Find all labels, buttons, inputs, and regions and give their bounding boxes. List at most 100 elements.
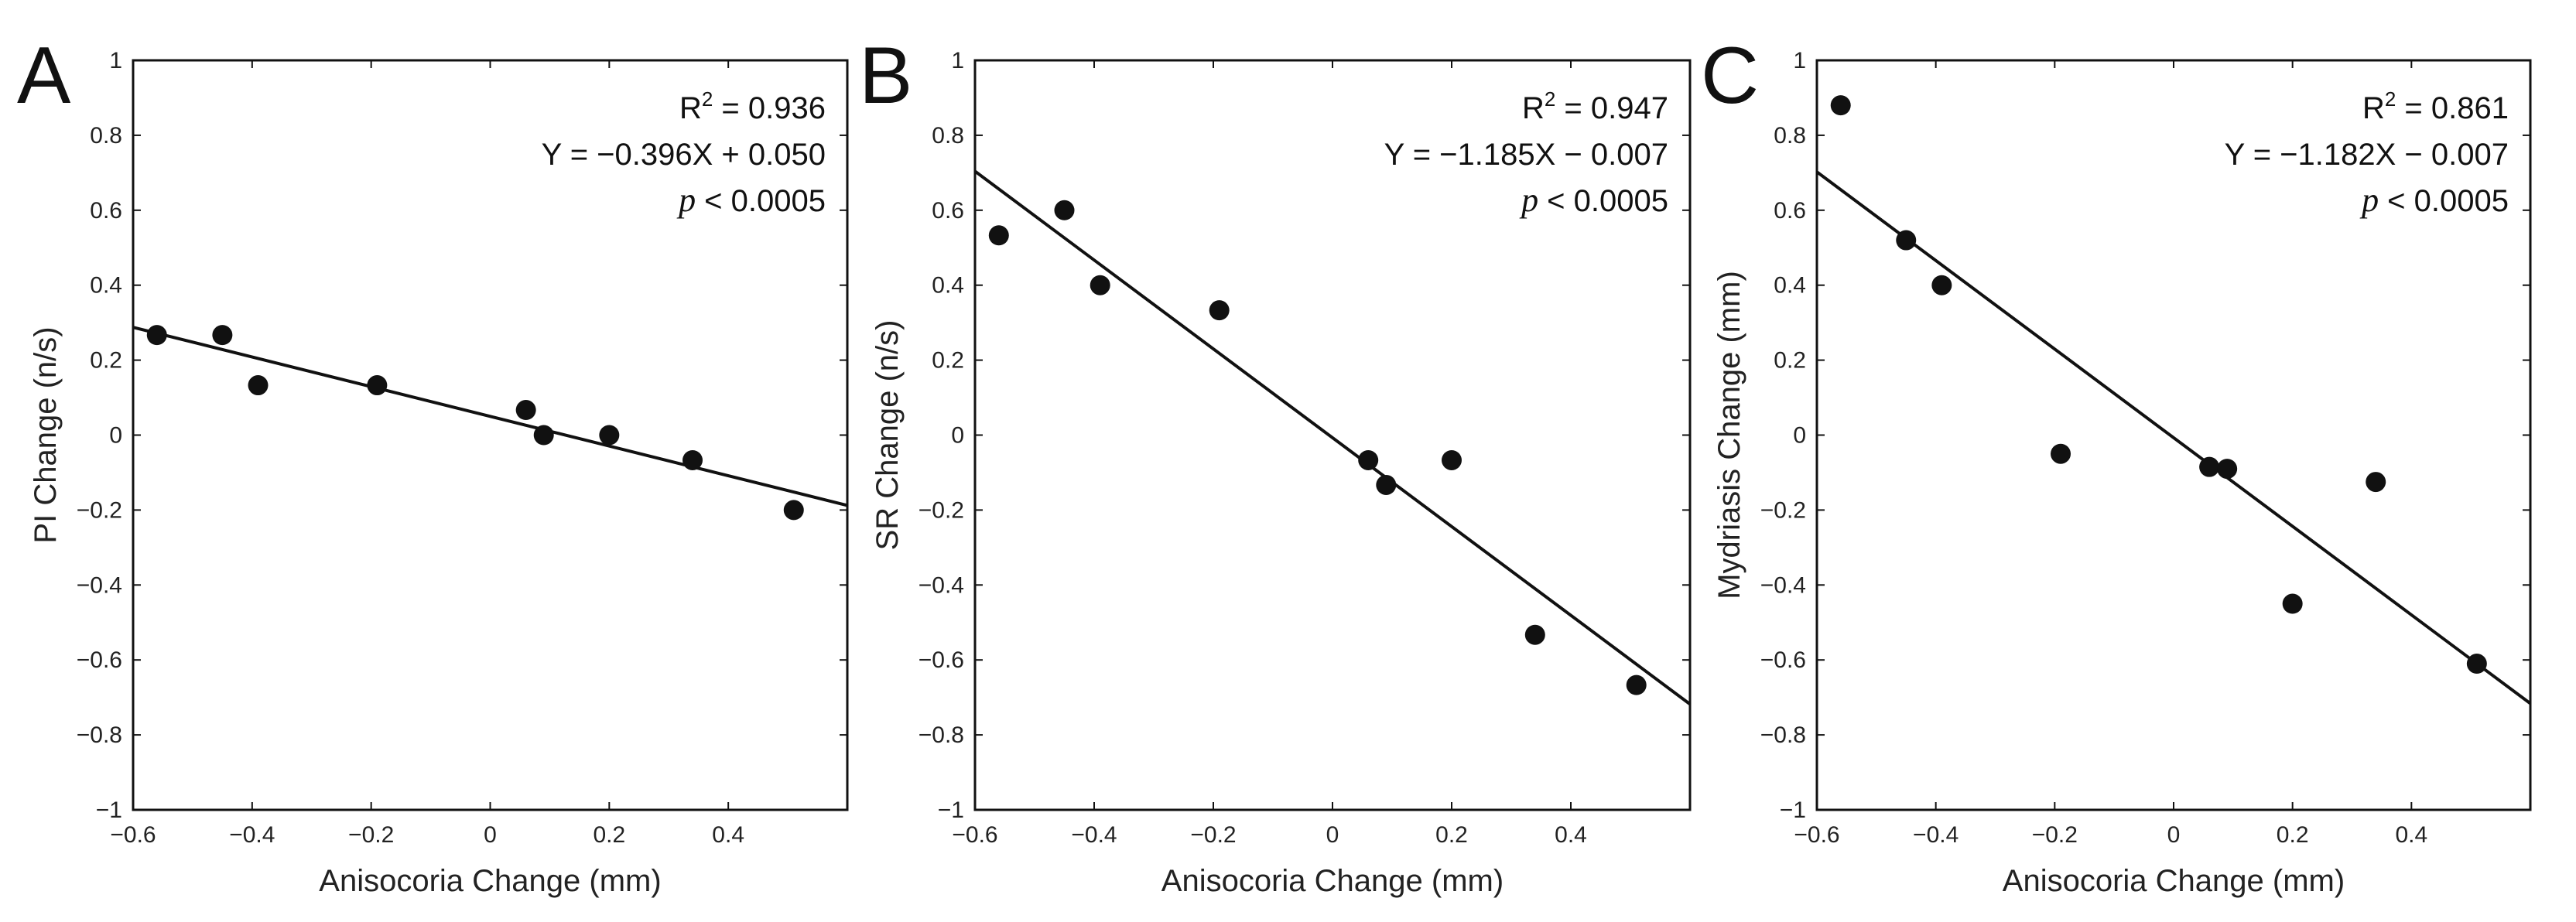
y-tick-label: 0.2 (932, 348, 964, 374)
x-axis-label: Anisocoria Change (mm) (2003, 864, 2345, 898)
p-value-annotation: p < 0.0005 (676, 181, 826, 219)
y-tick-label: 0.2 (1774, 348, 1806, 374)
y-tick-label: 1 (951, 48, 964, 73)
y-tick-label: −0.8 (1760, 722, 1806, 748)
data-point (1358, 449, 1379, 470)
data-point (1626, 674, 1647, 695)
panel-b: −1 −0.8 −0.6 −0.4 −0.2 0 0.2 0.4 0.6 0.8 1 −0.6 −0.4… (859, 31, 1692, 898)
data-point (1896, 230, 1917, 251)
x-axis-label: Anisocoria Change (mm) (319, 864, 661, 898)
data-point (1830, 95, 1851, 116)
y-axis-label: SR Change (n/s) (871, 320, 905, 551)
y-tick-label: −0.8 (77, 722, 122, 748)
x-tick-label: −0.2 (1190, 822, 1236, 848)
x-tick-label: 0.2 (593, 822, 625, 848)
x-tick-label: 0.4 (712, 822, 744, 848)
y-tick-label: −0.6 (77, 647, 122, 673)
y-tick-label: 1 (109, 48, 122, 73)
panel-label: A (17, 31, 71, 121)
data-point (212, 325, 233, 346)
plot-frame (1815, 59, 2532, 811)
r-squared-annotation: R2 = 0.936 (679, 87, 826, 125)
y-tick-label: −0.4 (919, 572, 964, 598)
plot-frame (132, 59, 849, 811)
r-squared-annotation: R2 = 0.861 (2362, 87, 2509, 125)
y-tick-label: −0.2 (919, 497, 964, 523)
y-tick-label: 0.6 (90, 198, 122, 224)
data-point (2051, 443, 2071, 464)
y-axis-label: Mydriasis Change (mm) (1712, 271, 1746, 599)
x-axis-label: Anisocoria Change (mm) (1161, 864, 1504, 898)
fit-line (973, 169, 1692, 705)
panel-label: C (1701, 31, 1759, 121)
plot-frame (973, 59, 1692, 811)
x-tick-label: 0.4 (2395, 822, 2427, 848)
x-tick-label: 0.2 (2277, 822, 2309, 848)
data-point (988, 225, 1009, 246)
y-tick-label: 0.8 (1774, 123, 1806, 149)
data-point (146, 325, 167, 346)
y-axis-label: PI Change (n/s) (29, 326, 63, 543)
data-point (2466, 654, 2487, 674)
y-tick-label: 0.4 (1774, 273, 1806, 299)
regression-equation: Y = −1.185X − 0.007 (1384, 138, 1668, 172)
x-tick-label: 0.4 (1555, 822, 1587, 848)
y-tick-label: −1 (938, 797, 964, 823)
fit-line (1815, 170, 2532, 705)
panel-label: B (859, 31, 912, 121)
y-tick-label: 0.6 (1774, 198, 1806, 224)
data-point (533, 425, 554, 446)
r-squared-annotation: R2 = 0.947 (1522, 87, 1668, 125)
regression-equation: Y = −1.182X − 0.007 (2225, 138, 2509, 172)
y-tick-label: −1 (1780, 797, 1806, 823)
data-point (2199, 456, 2220, 477)
x-tick-label: −0.2 (2032, 822, 2078, 848)
p-value-annotation: p < 0.0005 (1519, 181, 1668, 219)
y-tick-label: −1 (96, 797, 122, 823)
data-point (783, 500, 804, 521)
data-point (682, 449, 703, 470)
y-tick-label: −0.6 (919, 647, 964, 673)
y-tick-label: −0.8 (919, 722, 964, 748)
data-point (248, 375, 269, 396)
data-point (1931, 275, 1952, 295)
y-tick-label: 0.8 (932, 123, 964, 149)
data-point (1524, 624, 1545, 645)
data-point (367, 375, 388, 396)
y-tick-label: 1 (1793, 48, 1806, 73)
x-tick-label: −0.2 (348, 822, 394, 848)
x-tick-label: −0.6 (110, 822, 156, 848)
data-point (1442, 449, 1462, 470)
data-point (1090, 275, 1110, 295)
y-tick-label: 0 (109, 423, 122, 449)
fit-line (132, 326, 848, 507)
y-tick-label: 0.8 (90, 123, 122, 149)
x-tick-label: −0.4 (1913, 822, 1959, 848)
panel-a: −1 −0.8 −0.6 −0.4 −0.2 0 0.2 0.4 0.6 0.8 1 −0.6 −0.4… (17, 31, 849, 898)
data-point (2217, 459, 2238, 480)
x-tick-label: 0 (484, 822, 497, 848)
y-tick-label: 0.4 (932, 273, 964, 299)
panel-c: −1 −0.8 −0.6 −0.4 −0.2 0 0.2 0.4 0.6 0.8 1 −0.6 −0.4… (1701, 31, 2532, 898)
p-value-annotation: p < 0.0005 (2359, 181, 2509, 219)
y-tick-label: 0 (951, 423, 964, 449)
x-tick-label: −0.4 (229, 822, 275, 848)
y-tick-label: −0.4 (77, 572, 122, 598)
data-point (2282, 593, 2303, 614)
x-tick-label: −0.6 (952, 822, 997, 848)
x-tick-label: 0 (2167, 822, 2181, 848)
data-point (1054, 200, 1075, 220)
x-tick-label: 0 (1326, 822, 1339, 848)
x-tick-label: 0.2 (1435, 822, 1468, 848)
y-tick-label: 0.4 (90, 273, 122, 299)
data-point (515, 400, 536, 421)
data-point (2366, 472, 2386, 493)
y-tick-label: −0.2 (1760, 497, 1806, 523)
y-tick-label: 0 (1793, 423, 1806, 449)
data-point (599, 425, 620, 446)
regression-equation: Y = −0.396X + 0.050 (542, 138, 826, 172)
y-tick-label: 0.2 (90, 348, 122, 374)
x-tick-label: −0.4 (1071, 822, 1117, 848)
y-tick-label: 0.6 (932, 198, 964, 224)
x-tick-label: −0.6 (1794, 822, 1839, 848)
